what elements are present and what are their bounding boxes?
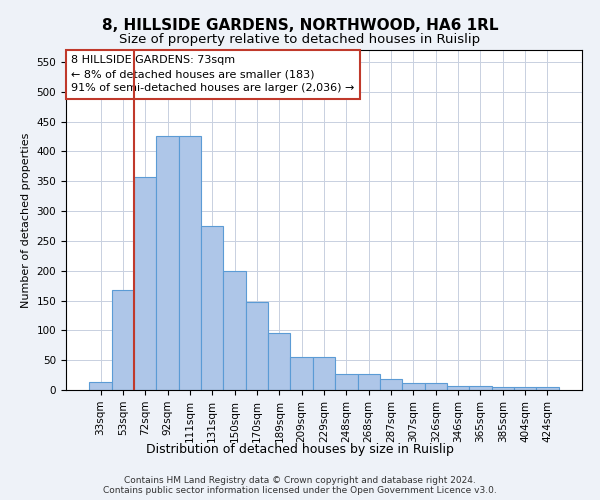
Bar xyxy=(112,290,134,390)
Bar xyxy=(290,357,313,390)
Text: Contains HM Land Registry data © Crown copyright and database right 2024.
Contai: Contains HM Land Registry data © Crown c… xyxy=(103,476,497,495)
Bar xyxy=(268,332,290,390)
Bar xyxy=(358,374,380,390)
Text: 8 HILLSIDE GARDENS: 73sqm
← 8% of detached houses are smaller (183)
91% of semi-: 8 HILLSIDE GARDENS: 73sqm ← 8% of detach… xyxy=(71,55,355,93)
Text: Distribution of detached houses by size in Ruislip: Distribution of detached houses by size … xyxy=(146,442,454,456)
Bar xyxy=(223,270,246,390)
Bar xyxy=(469,386,491,390)
Bar xyxy=(313,357,335,390)
Bar xyxy=(201,226,223,390)
Bar xyxy=(536,387,559,390)
Bar xyxy=(89,382,112,390)
Text: Size of property relative to detached houses in Ruislip: Size of property relative to detached ho… xyxy=(119,32,481,46)
Bar xyxy=(179,136,201,390)
Bar xyxy=(514,387,536,390)
Bar xyxy=(335,374,358,390)
Bar xyxy=(491,387,514,390)
Bar xyxy=(134,177,157,390)
Bar xyxy=(246,302,268,390)
Bar xyxy=(157,136,179,390)
Bar xyxy=(402,383,425,390)
Text: 8, HILLSIDE GARDENS, NORTHWOOD, HA6 1RL: 8, HILLSIDE GARDENS, NORTHWOOD, HA6 1RL xyxy=(102,18,498,32)
Y-axis label: Number of detached properties: Number of detached properties xyxy=(21,132,31,308)
Bar xyxy=(425,383,447,390)
Bar xyxy=(447,386,469,390)
Bar xyxy=(380,378,402,390)
